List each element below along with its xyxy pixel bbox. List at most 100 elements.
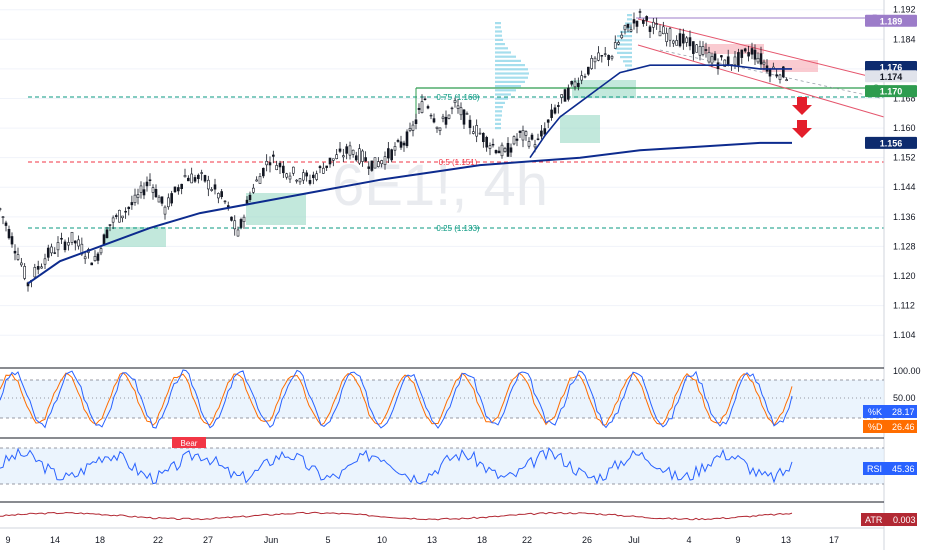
candle-body [380, 160, 383, 165]
price-tick-label: 1.184 [893, 34, 916, 44]
volume-profile-bar [495, 59, 521, 62]
price-tick-label: 1.144 [893, 182, 916, 192]
candle-body [600, 55, 604, 57]
candle-body [248, 194, 252, 201]
candle-body [685, 37, 688, 43]
candle-body [414, 119, 418, 124]
candle-body [193, 177, 197, 182]
demand-zone [572, 80, 636, 98]
volume-profile-bar [625, 22, 632, 25]
candle-body [665, 32, 668, 42]
candle-body [7, 229, 11, 239]
time-tick-label: Jun [264, 535, 279, 545]
volume-profile-bar [495, 30, 502, 33]
volume-profile-bar [495, 97, 508, 100]
candle-body [20, 262, 23, 266]
candle-body [652, 21, 655, 28]
candle-body [629, 29, 633, 32]
candle-body [46, 247, 50, 258]
candle-body [497, 150, 501, 154]
candle-body [623, 25, 627, 31]
time-tick-label: 18 [477, 535, 487, 545]
candle-body [617, 42, 620, 45]
stoch-d-line [0, 372, 793, 426]
candle-body [672, 40, 675, 44]
candle-body [272, 154, 275, 157]
down-arrow-icon [792, 120, 812, 138]
candle-body [312, 174, 315, 179]
watermark: 6E1!, 4h [332, 153, 548, 218]
candle-body [348, 145, 352, 156]
candle-body [482, 132, 485, 143]
price-label-text: 1.156 [880, 138, 903, 148]
candle-body [737, 52, 740, 66]
candle-body [197, 174, 200, 180]
volume-profile-bar [495, 38, 503, 41]
rsi-pane: Bear RSI 45.36 [0, 437, 917, 485]
candle-body [354, 155, 358, 161]
time-tick-label: 9 [735, 535, 740, 545]
time-tick-label: 18 [95, 535, 105, 545]
time-tick-label: 22 [522, 535, 532, 545]
candle-body [610, 56, 614, 59]
candle-body [200, 172, 203, 174]
candle-body [187, 177, 190, 182]
price-tick-label: 1.160 [893, 123, 916, 133]
candle-body [33, 267, 37, 278]
candle-body [662, 26, 665, 35]
candle-body [432, 118, 436, 123]
time-axis-ticks: 9 14 18 22 27 Jun 5 10 13 18 22 26 Jul 4 9 13 17 [5, 535, 839, 545]
candle-body [183, 175, 187, 178]
candle-body [213, 184, 217, 190]
volume-profile-bar [627, 18, 632, 21]
time-tick-label: 27 [203, 535, 213, 545]
candle-body [450, 107, 454, 110]
volume-profile-bar [495, 72, 529, 75]
candle-body [73, 240, 77, 244]
candle-body [402, 142, 406, 146]
volume-profile-bar [615, 39, 632, 42]
candle-body [573, 81, 577, 88]
price-tick-label: 1.104 [893, 330, 916, 340]
candle-body [704, 49, 708, 51]
candle-body [733, 56, 737, 66]
candle-body [390, 149, 393, 161]
candle-body [83, 256, 87, 260]
volume-profile-bar [495, 110, 502, 113]
price-label-badge [865, 85, 917, 98]
candle-body [275, 165, 278, 171]
price-tick-label: 1.192 [893, 5, 916, 15]
candle-body [370, 160, 374, 171]
candle-body [53, 252, 57, 254]
candle-body [710, 56, 714, 64]
candle-body [367, 166, 371, 169]
candle-body [590, 58, 593, 69]
candle-body [775, 74, 778, 77]
candle-body [377, 161, 380, 167]
price-tick-label: 1.112 [893, 301, 915, 311]
candle-body [133, 194, 137, 203]
bear-tag: Bear [181, 439, 198, 448]
candle-body [462, 109, 466, 125]
candle-body [720, 55, 723, 58]
candle-body [759, 53, 763, 65]
candle-body [583, 76, 587, 78]
candle-body [638, 11, 642, 13]
candle-body [695, 44, 698, 53]
candle-body [108, 224, 112, 226]
candle-body [782, 66, 785, 78]
bear-tag-bg [172, 437, 206, 448]
atr-label: ATR [865, 515, 883, 525]
candle-body [726, 56, 730, 66]
stoch-tick-100: 100.00 [893, 366, 921, 376]
candle-body [546, 119, 550, 123]
candle-body [603, 53, 607, 55]
stoch-d-badge [863, 420, 917, 433]
candle-body [527, 141, 531, 147]
time-tick-label: 26 [582, 535, 592, 545]
candle-body [63, 241, 67, 251]
supply-zone [704, 44, 764, 54]
stoch-d-label: %D [868, 422, 883, 432]
candle-body [151, 187, 155, 193]
atr-badge [861, 513, 917, 526]
